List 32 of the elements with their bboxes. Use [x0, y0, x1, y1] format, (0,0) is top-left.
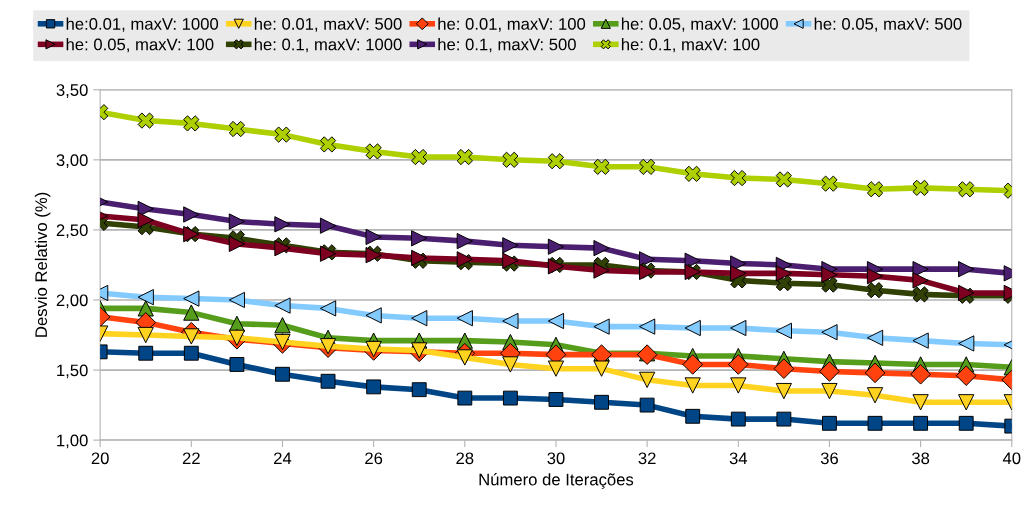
point — [228, 213, 246, 230]
y-tick-label: 3,00 — [56, 154, 88, 169]
y-tick-label: 1,00 — [57, 434, 88, 449]
point — [547, 312, 565, 330]
legend-label: he: 0.1, maxV: 1000 — [254, 38, 402, 53]
point — [228, 291, 246, 309]
legend-label: he: 0.05, maxV: 100 — [66, 38, 214, 53]
x-tick-label: 40 — [1002, 452, 1021, 465]
y-tick-label: 1,50 — [57, 364, 88, 379]
x-axis-title: Número de Iterações — [479, 473, 634, 489]
legend-label: he: 0.01, maxV: 500 — [254, 17, 402, 32]
x-tick-label: 30 — [547, 452, 565, 465]
x-tick-label: 28 — [456, 452, 474, 465]
legend-label: he:0.01, maxV: 1000 — [66, 17, 219, 32]
y-tick-label: 2,50 — [56, 224, 88, 239]
y-axis-title: Desvio Relativo (%) — [34, 192, 51, 337]
legend-label: he: 0.1, maxV: 100 — [621, 38, 760, 53]
y-tick-label: 2,00 — [56, 294, 88, 309]
x-tick-label: 20 — [91, 452, 109, 465]
x-tick-label: 32 — [638, 452, 656, 465]
legend-label: he: 0.05, maxV: 1000 — [621, 17, 778, 32]
x-tick-label: 24 — [274, 452, 292, 465]
x-tick-label: 22 — [182, 452, 200, 465]
x-tick-label: 38 — [911, 452, 930, 465]
legend-label: he: 0.05, maxV: 500 — [814, 17, 962, 32]
legend-label: he: 0.01, maxV: 100 — [438, 17, 586, 32]
legend-label: he: 0.1, maxV: 500 — [438, 38, 576, 53]
x-tick-label: 36 — [820, 452, 838, 465]
x-tick-label: 26 — [365, 452, 383, 465]
point — [773, 358, 795, 379]
x-tick-label: 34 — [729, 452, 748, 465]
y-tick-label: 3,50 — [56, 84, 88, 98]
